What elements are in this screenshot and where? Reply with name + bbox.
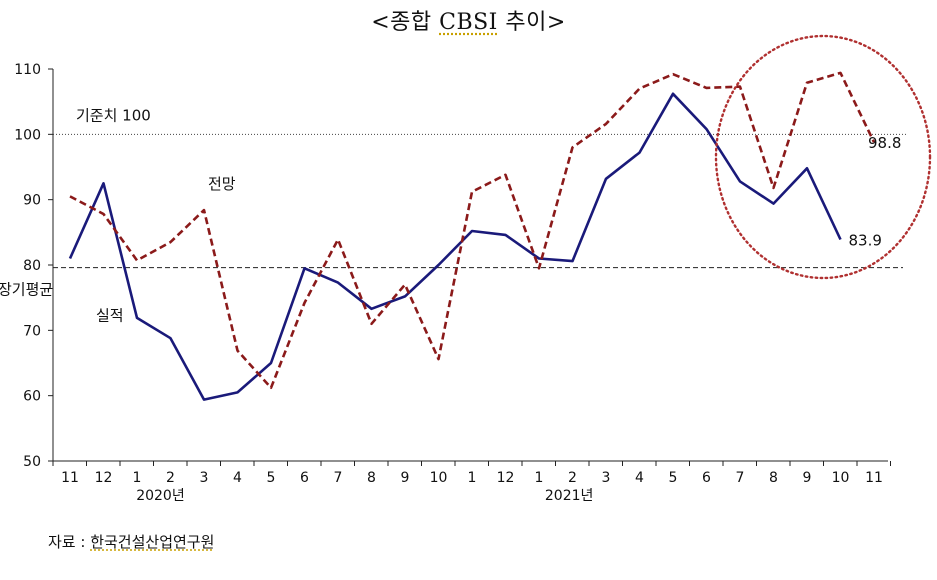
series-lines <box>68 71 876 401</box>
x-tick-label: 9 <box>401 470 410 486</box>
x-tick-label: 9 <box>803 470 812 486</box>
forecast-series-label: 전망 <box>208 175 236 193</box>
x-tick-label: 8 <box>769 470 778 486</box>
actual-series-line <box>68 92 842 401</box>
x-tick-label: 3 <box>602 470 611 486</box>
source-main: 한국건설산업연구원 <box>90 533 215 551</box>
x-tick-label: 12 <box>497 470 515 486</box>
actual-series-label: 실적 <box>96 307 124 325</box>
x-tick-label: 3 <box>200 470 209 486</box>
x-tick-label: 5 <box>669 470 678 486</box>
long-term-average-label: 장기평균 <box>0 281 53 299</box>
x-tick-label: 4 <box>635 470 644 486</box>
x-tick-label: 2 <box>568 470 577 486</box>
forecast-last-value-label: 98.8 <box>868 134 901 152</box>
x-tick-label: 7 <box>334 470 343 486</box>
year-label-2021: 2021년 <box>545 488 594 504</box>
y-tick-label: 70 <box>23 323 41 339</box>
forecast-series-line <box>69 71 876 390</box>
x-tick-label: 6 <box>300 470 309 486</box>
title-prefix: <종합 <box>371 10 440 35</box>
x-tick-label: 6 <box>702 470 711 486</box>
title-suffix: 추이> <box>497 10 566 35</box>
x-tick-label: 5 <box>267 470 276 486</box>
source-prefix: 자료 : <box>48 533 91 551</box>
y-tick-label: 90 <box>23 193 41 209</box>
title-main: CBSI <box>439 10 498 35</box>
reference-lines: 기준치 100 장기평균 <box>0 106 908 299</box>
x-tick-label: 1 <box>468 470 477 486</box>
x-tick-label: 1 <box>133 470 142 486</box>
chart-title: <종합 CBSI 추이> <box>0 4 937 36</box>
y-tick-label: 100 <box>14 127 41 143</box>
x-tick-label: 12 <box>95 470 113 486</box>
x-tick-label: 8 <box>367 470 376 486</box>
y-tick-label: 110 <box>14 62 41 78</box>
x-tick-label: 11 <box>61 470 79 486</box>
x-tick-label: 1 <box>535 470 544 486</box>
year-label-2020: 2020년 <box>136 488 185 504</box>
x-tick-label: 2 <box>166 470 175 486</box>
source-note: 자료 : 한국건설산업연구원 <box>48 531 214 552</box>
x-tick-label: 7 <box>736 470 745 486</box>
y-tick-label: 80 <box>23 258 41 274</box>
y-tick-label: 50 <box>23 454 41 470</box>
x-tick-label: 10 <box>430 470 448 486</box>
y-tick-label: 60 <box>23 389 41 405</box>
x-tick-label: 11 <box>865 470 883 486</box>
highlight-circle <box>714 34 932 280</box>
baseline-100-label: 기준치 100 <box>76 106 151 124</box>
x-tick-label: 4 <box>233 470 242 486</box>
actual-last-value-label: 83.9 <box>849 232 882 250</box>
x-tick-label: 10 <box>832 470 850 486</box>
